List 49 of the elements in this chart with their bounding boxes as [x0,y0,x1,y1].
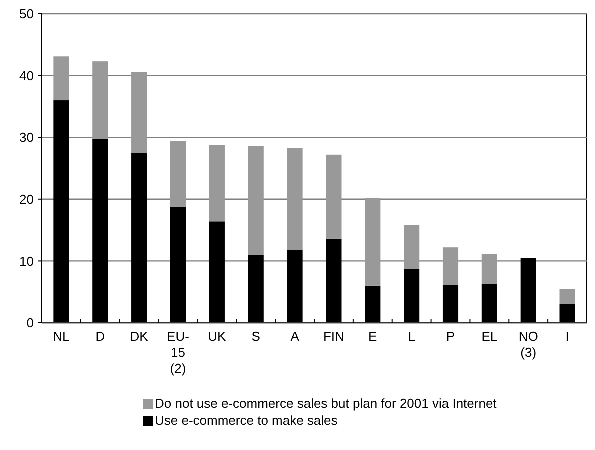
x-tick-label: NL [53,329,70,344]
bar [287,148,303,250]
bar [560,304,576,323]
x-tick-label: DK [130,329,149,344]
bar [442,248,459,286]
bar [92,62,108,140]
y-tick-label: 0 [26,316,34,331]
bar [365,286,381,323]
bar [404,225,420,270]
bar [404,269,420,323]
x-tick-label: NO (3) [518,329,538,360]
bar [248,146,264,256]
bar [132,153,148,323]
x-tick-label: P [446,329,456,344]
bar [365,198,381,286]
x-tick-label: L [408,329,416,344]
x-tick-label: FIN [323,329,344,344]
x-tick-label: EU- 15 (2) [167,329,190,376]
y-tick-label: 40 [20,68,34,84]
y-tick-label: 50 [20,6,34,22]
y-tick-label: 10 [20,254,34,269]
bar [248,255,264,323]
bar [170,141,186,207]
bar [287,250,303,323]
x-tick-label: S [252,329,261,344]
bar [326,154,342,239]
bar [209,145,225,222]
x-tick-label: A [290,329,300,344]
bar [54,100,70,323]
x-tick-label: UK [208,329,227,344]
legend-label: Use e-commerce to make sales [155,413,338,428]
x-tick-label: EL [482,329,498,344]
legend-label: Do not use e-commerce sales but plan for 2001 via Internet [155,396,498,411]
bar [482,284,498,323]
bar [92,139,108,323]
bar [442,285,459,323]
bar [209,222,225,323]
x-tick-label: D [96,329,106,344]
bar [560,289,576,304]
bar [132,72,148,154]
bar [326,238,342,323]
x-tick-label: I [566,329,570,344]
y-tick-label: 30 [20,130,34,146]
bar [520,258,536,323]
bar [170,206,186,323]
bar [54,56,70,101]
bar [482,254,498,284]
x-tick-label: E [368,329,378,344]
y-tick-label: 20 [20,192,34,207]
